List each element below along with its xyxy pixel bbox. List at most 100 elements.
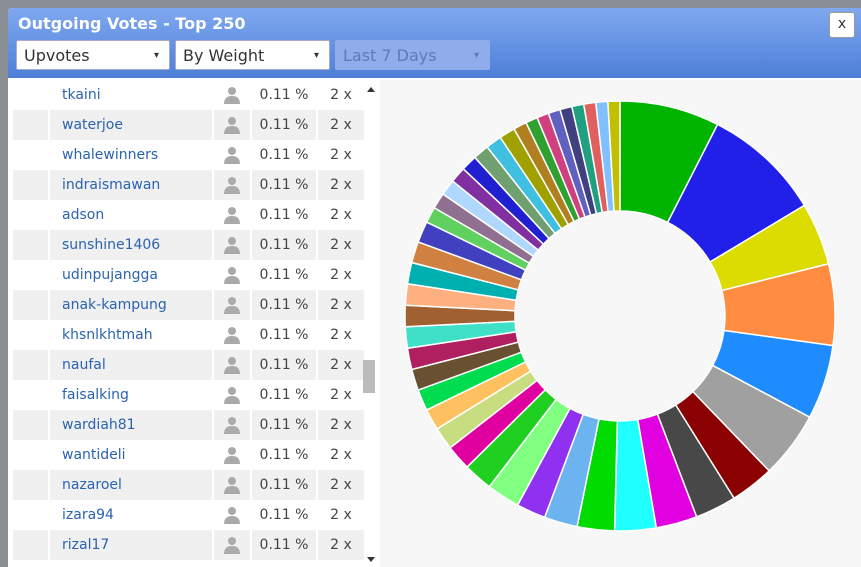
blank-cell bbox=[13, 350, 50, 380]
blank-cell bbox=[13, 170, 50, 200]
voter-name[interactable]: anak-kampung bbox=[49, 290, 214, 320]
table-row: udinpujangga 0.11 % 2 x bbox=[13, 260, 366, 290]
blank-cell bbox=[13, 230, 50, 260]
table-row: waterjoe 0.11 % 2 x bbox=[13, 110, 366, 140]
user-icon bbox=[213, 80, 252, 110]
table-row: faisalking 0.11 % 2 x bbox=[13, 380, 366, 410]
user-icon bbox=[224, 207, 240, 224]
user-icon bbox=[213, 170, 252, 200]
modal-title: Outgoing Votes - Top 250 bbox=[18, 14, 246, 33]
scrollbar[interactable] bbox=[363, 80, 379, 567]
blank-cell bbox=[13, 380, 50, 410]
user-icon bbox=[224, 447, 240, 464]
vote-count: 2 x bbox=[317, 110, 366, 140]
vote-share: 0.11 % bbox=[251, 320, 318, 350]
blank-cell bbox=[13, 200, 50, 230]
user-icon bbox=[213, 200, 252, 230]
user-icon bbox=[224, 87, 240, 104]
voter-name[interactable]: waterjoe bbox=[49, 110, 214, 140]
blank-cell bbox=[13, 320, 50, 350]
voter-name[interactable]: udinpujangga bbox=[49, 260, 214, 290]
vote-share: 0.11 % bbox=[251, 170, 318, 200]
voter-name[interactable]: indraismawan bbox=[49, 170, 214, 200]
user-icon bbox=[224, 387, 240, 404]
voter-name[interactable]: sunshine1406 bbox=[49, 230, 214, 260]
user-icon bbox=[213, 500, 252, 530]
table-row: wardiah81 0.11 % 2 x bbox=[13, 410, 366, 440]
vote-share: 0.11 % bbox=[251, 200, 318, 230]
blank-cell bbox=[13, 80, 50, 110]
vote-count: 2 x bbox=[317, 530, 366, 560]
table-row: rizal17 0.11 % 2 x bbox=[13, 530, 366, 560]
table-row: naufal 0.11 % 2 x bbox=[13, 350, 366, 380]
voter-name[interactable]: whalewinners bbox=[49, 140, 214, 170]
user-icon bbox=[224, 357, 240, 374]
user-icon bbox=[213, 380, 252, 410]
vote-share: 0.11 % bbox=[251, 350, 318, 380]
voter-name[interactable]: nazaroel bbox=[49, 470, 214, 500]
blank-cell bbox=[13, 260, 50, 290]
user-icon bbox=[224, 177, 240, 194]
user-icon bbox=[224, 507, 240, 524]
voter-name[interactable]: faisalking bbox=[49, 380, 214, 410]
vote-count: 2 x bbox=[317, 440, 366, 470]
sort-select[interactable]: By Weight bbox=[175, 40, 330, 71]
vote-share: 0.11 % bbox=[251, 470, 318, 500]
donut-slice[interactable] bbox=[607, 100, 621, 212]
user-icon bbox=[224, 117, 240, 134]
vote-count: 2 x bbox=[317, 500, 366, 530]
vote-share: 0.11 % bbox=[251, 410, 318, 440]
voter-name[interactable]: wardiah81 bbox=[49, 410, 214, 440]
vote-count: 2 x bbox=[317, 410, 366, 440]
close-button[interactable]: x bbox=[829, 12, 855, 38]
modal-header: Outgoing Votes - Top 250 x Upvotes By We… bbox=[8, 8, 861, 78]
user-icon bbox=[224, 237, 240, 254]
vote-share: 0.11 % bbox=[251, 290, 318, 320]
blank-cell bbox=[13, 290, 50, 320]
vote-share: 0.11 % bbox=[251, 260, 318, 290]
vote-type-select[interactable]: Upvotes bbox=[16, 40, 170, 71]
vote-count: 2 x bbox=[317, 170, 366, 200]
votes-table: tkaini 0.11 % 2 x waterjoe 0.11 % 2 x whalewin… bbox=[13, 80, 366, 560]
voter-name[interactable]: wantideli bbox=[49, 440, 214, 470]
vote-count: 2 x bbox=[317, 230, 366, 260]
user-icon bbox=[213, 470, 252, 500]
user-icon bbox=[213, 350, 252, 380]
vote-count: 2 x bbox=[317, 350, 366, 380]
voter-name[interactable]: rizal17 bbox=[49, 530, 214, 560]
vote-count: 2 x bbox=[317, 140, 366, 170]
voter-name[interactable]: naufal bbox=[49, 350, 214, 380]
user-icon bbox=[213, 320, 252, 350]
table-row: wantideli 0.11 % 2 x bbox=[13, 440, 366, 470]
user-icon bbox=[224, 417, 240, 434]
user-icon bbox=[213, 230, 252, 260]
voter-name[interactable]: khsnlkhtmah bbox=[49, 320, 214, 350]
blank-cell bbox=[13, 140, 50, 170]
user-icon bbox=[224, 297, 240, 314]
voter-name[interactable]: izara94 bbox=[49, 500, 214, 530]
table-row: izara94 0.11 % 2 x bbox=[13, 500, 366, 530]
voter-name[interactable]: tkaini bbox=[49, 80, 214, 110]
blank-cell bbox=[13, 440, 50, 470]
blank-cell bbox=[13, 500, 50, 530]
user-icon bbox=[224, 327, 240, 344]
blank-cell bbox=[13, 530, 50, 560]
blank-cell bbox=[13, 410, 50, 440]
user-icon bbox=[213, 530, 252, 560]
vote-count: 2 x bbox=[317, 320, 366, 350]
vote-share: 0.11 % bbox=[251, 80, 318, 110]
vote-share: 0.11 % bbox=[251, 110, 318, 140]
blank-cell bbox=[13, 470, 50, 500]
table-row: nazaroel 0.11 % 2 x bbox=[13, 470, 366, 500]
vote-count: 2 x bbox=[317, 380, 366, 410]
vote-count: 2 x bbox=[317, 260, 366, 290]
vote-share: 0.11 % bbox=[251, 500, 318, 530]
vote-count: 2 x bbox=[317, 200, 366, 230]
user-icon bbox=[224, 147, 240, 164]
voter-name[interactable]: adson bbox=[49, 200, 214, 230]
period-select: Last 7 Days bbox=[335, 40, 490, 71]
vote-count: 2 x bbox=[317, 80, 366, 110]
table-row: sunshine1406 0.11 % 2 x bbox=[13, 230, 366, 260]
vote-share: 0.11 % bbox=[251, 440, 318, 470]
